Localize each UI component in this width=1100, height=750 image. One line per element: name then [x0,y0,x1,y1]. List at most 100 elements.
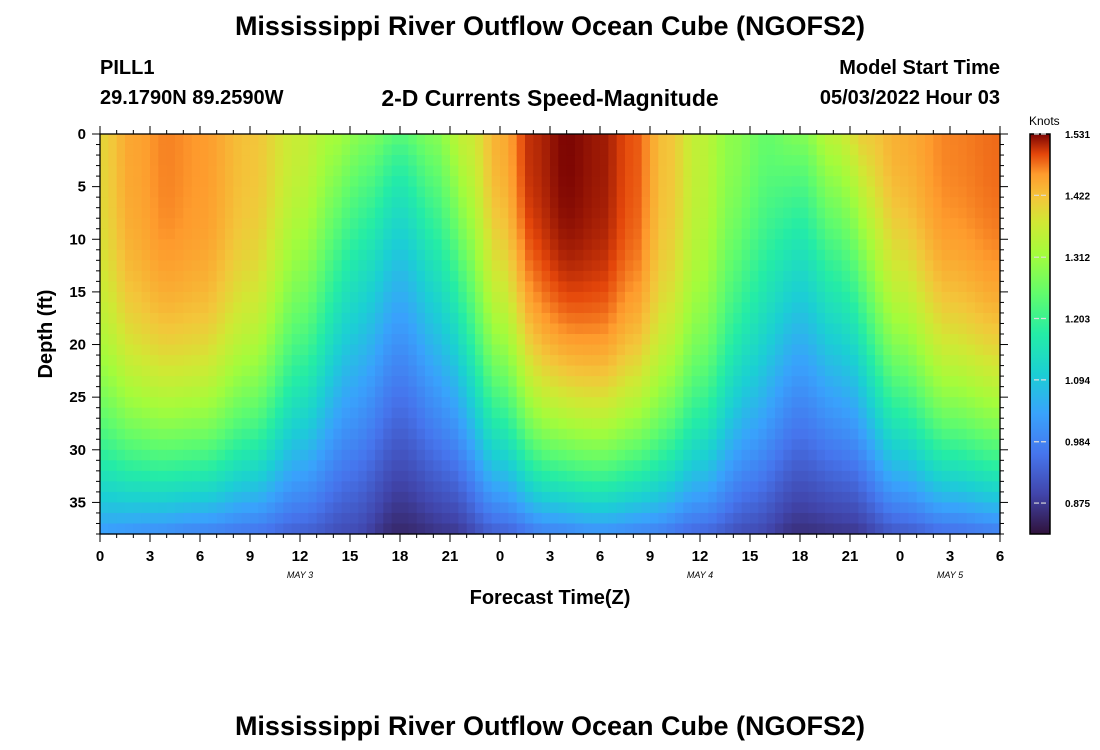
heatmap-cell [350,176,359,188]
heatmap-cell [333,239,343,251]
heatmap-cell [216,418,226,430]
heatmap-cell [941,355,951,367]
heatmap-cell [458,134,468,146]
heatmap-cell [516,239,526,251]
heatmap-cell [208,270,218,282]
heatmap-cell [291,302,301,314]
heatmap-cell [125,418,134,430]
heatmap-cell [350,323,359,335]
heatmap-cell [916,334,926,346]
heatmap-cell [916,207,926,219]
heatmap-cell [683,449,693,461]
heatmap-cell [700,197,709,209]
heatmap-cell [633,428,643,440]
heatmap-cell [458,523,468,535]
heatmap-cell [416,165,426,177]
heatmap-cell [350,239,359,251]
heatmap-cell [508,418,518,430]
heatmap-cell [791,386,801,398]
heatmap-cell [200,439,209,451]
heatmap-cell [116,281,126,293]
heatmap-cell [658,134,668,146]
heatmap-cell [516,312,526,325]
heatmap-cell [258,176,268,188]
heatmap-cell [316,512,326,525]
heatmap-cell [808,449,818,461]
heatmap-cell [166,312,176,325]
heatmap-cell [841,418,851,430]
heatmap-cell [483,439,493,451]
heatmap-cell [225,344,234,356]
heatmap-cell [733,218,743,230]
heatmap-cell [966,228,976,240]
heatmap-cell [525,386,534,398]
heatmap-cell [800,386,809,398]
heatmap-cell [225,386,234,398]
heatmap-cell [408,334,418,346]
heatmap-cell [716,449,726,461]
heatmap-cell [325,376,334,388]
heatmap-cell [325,323,334,335]
heatmap-cell [975,281,984,293]
heatmap-cell [625,481,634,493]
heatmap-cell [816,418,826,430]
heatmap-cell [608,397,618,409]
x-tick-label: 0 [96,548,104,565]
heatmap-cell [783,344,793,356]
heatmap-cell [666,165,676,177]
heatmap-cell [166,197,176,209]
heatmap-cell [625,418,634,430]
heatmap-cell [633,386,643,398]
heatmap-cell [408,323,418,335]
heatmap-cell [883,291,893,304]
heatmap-cell [491,491,501,504]
heatmap-cell [600,312,609,325]
heatmap-cell [816,386,826,398]
heatmap-cell [358,502,368,514]
heatmap-cell [833,470,843,482]
heatmap-cell [225,439,234,451]
model-start-time: 05/03/2022 Hour 03 [819,87,1000,109]
heatmap-cell [250,397,259,409]
heatmap-cell [400,418,409,430]
heatmap-cell [541,312,551,325]
heatmap-cell [575,523,584,535]
heatmap-cell [816,228,826,240]
heatmap-cell [100,523,109,535]
heatmap-cell [491,176,501,188]
heatmap-cell [250,418,259,430]
heatmap-cell [308,270,318,282]
heatmap-cell [975,397,984,409]
heatmap-cell [233,228,243,240]
heatmap-cell [541,291,551,304]
heatmap-cell [375,228,384,240]
heatmap-cell [383,334,393,346]
heatmap-cell [675,239,684,251]
heatmap-cell [700,491,709,504]
heatmap-cell [933,428,943,440]
heatmap-cell [200,155,209,167]
heatmap-cell [700,176,709,188]
heatmap-cell [725,207,734,219]
heatmap-cell [650,165,659,177]
heatmap-cell [875,228,884,240]
heatmap-cell [141,512,151,525]
heatmap-cell [100,144,109,156]
heatmap-cell [616,323,626,335]
heatmap-cell [300,334,309,346]
heatmap-cell [208,249,218,261]
heatmap-cell [625,176,634,188]
heatmap-cell [791,512,801,525]
heatmap-cell [116,439,126,451]
heatmap-cell [508,176,518,188]
heatmap-cell [150,439,159,451]
heatmap-cell [758,386,768,398]
heatmap-cell [341,481,351,493]
heatmap-cell [616,312,626,325]
heatmap-cell [858,470,868,482]
heatmap-cell [825,355,834,367]
heatmap-cell [150,449,159,461]
heatmap-cell [516,291,526,304]
heatmap-cell [591,302,601,314]
heatmap-cell [483,376,493,388]
